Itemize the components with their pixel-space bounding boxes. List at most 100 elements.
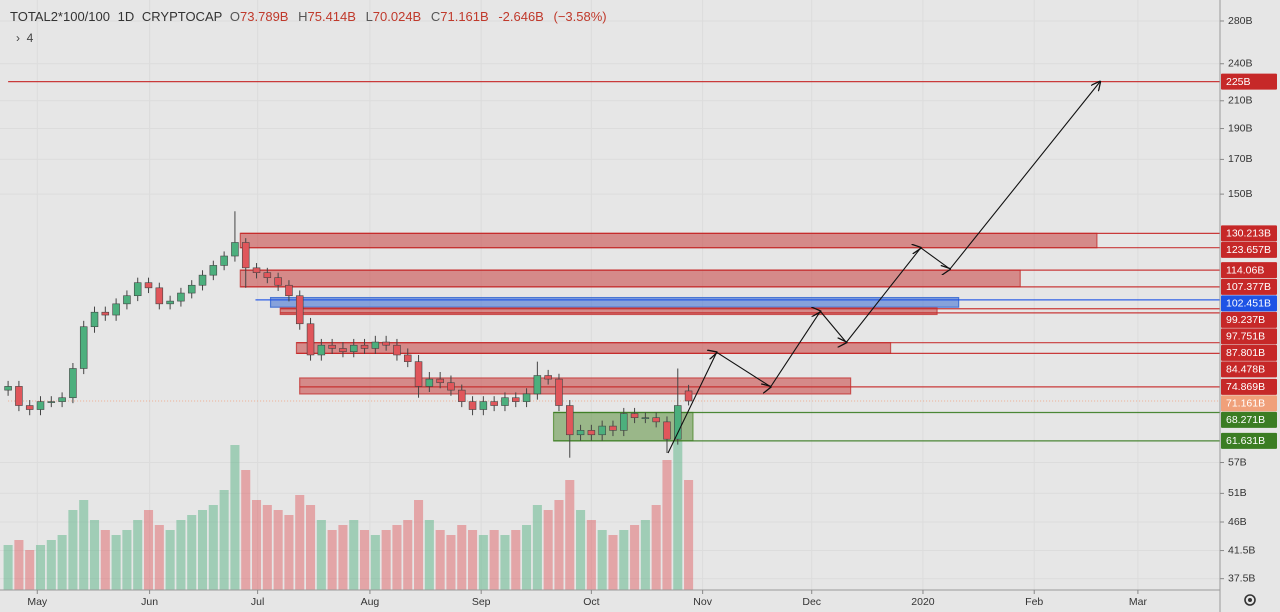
candle-body [501,397,509,406]
legend-header: TOTAL2*100/100 1D CRYPTOCAP O73.789B H75… [10,9,613,24]
volume-bar [532,505,542,590]
ohlc-value: 73.789B [240,9,289,24]
volume-bar [673,440,683,590]
volume-bar [197,510,208,590]
candle-body [512,397,520,402]
volume-bar [316,520,326,590]
volume-bar [143,510,154,590]
exchange: CRYPTOCAP [141,9,223,24]
candle-body [241,242,250,269]
volume-bar [392,525,402,590]
volume-bar [381,530,391,590]
candle-body [317,344,326,356]
gear[interactable] [1244,594,1256,606]
gear-center[interactable] [1248,598,1252,602]
volume-bar [208,505,218,590]
volume-bar [511,530,521,590]
volume-bar [597,530,607,590]
settings-icon[interactable] [1244,594,1256,606]
volume-bar [35,545,46,590]
volume-bar [338,525,348,590]
candle-body [393,344,401,356]
volume-bar [640,520,650,590]
level-label: 68.271B [1226,414,1265,426]
x-tick-label: May [27,596,48,608]
volume-bar [630,525,640,590]
volume-bar [100,530,110,590]
candle-body [339,348,347,352]
volume-bar [327,530,337,590]
volume-bar [111,535,121,590]
candle-body [112,303,120,316]
indicators-toggle[interactable]: › 4 [16,31,34,45]
volume-bar [554,500,564,590]
candle-body [15,386,23,406]
y-tick-label: 41.5B [1228,544,1255,556]
candle-body [587,430,596,436]
level-label-bg [1221,411,1277,428]
candle-body [101,311,110,316]
y-tick-label: 190B [1228,122,1253,134]
candle-body [620,413,628,431]
candle-body [25,405,34,410]
symbol: TOTAL2*100/100 [10,9,110,24]
volume-bar [435,530,445,590]
volume-bar [489,530,499,590]
volume-bar [662,460,672,590]
level-label-bg [1221,311,1277,328]
y-tick-label: 150B [1228,188,1253,200]
x-tick-label: Dec [802,596,821,608]
level-label: 123.657B [1226,244,1271,256]
volume-bar [500,535,510,590]
ohlc-key: H [298,9,308,24]
volume-bar [457,525,467,590]
level-label: 97.751B [1226,331,1265,343]
candle-body [263,272,272,278]
ohlc-value: 71.161B [440,9,489,24]
y-tick-label: 170B [1228,153,1253,165]
level-label-bg [1221,278,1277,295]
candle-body [468,401,477,410]
candle-body [382,341,390,346]
candle-body [598,425,606,436]
indicator-count[interactable]: 4 [26,31,34,45]
candle-body [166,300,174,305]
candle-body [479,401,488,410]
level-label: 99.237B [1226,314,1265,326]
y-tick-label: 37.5B [1228,572,1255,584]
volume-bar [14,540,24,590]
x-tick-label: Nov [693,596,712,608]
candle-body [609,425,617,431]
projection-path [667,82,1100,454]
level-label-bg [1221,328,1277,345]
candle-body [231,242,239,257]
volume-bar [619,530,629,590]
volume-bar [133,520,143,590]
volume-bar [154,525,164,590]
volume-bar [586,520,596,590]
volume-bar [89,520,100,590]
level-label: 74.869B [1226,381,1265,393]
volume-bar [25,550,35,590]
y-tick-label: 210B [1228,95,1253,107]
candle-body [371,341,380,349]
ohlc-key: L [365,9,373,24]
candle-body [641,417,650,419]
volume-bar [424,520,434,590]
candle-body [566,405,574,436]
ohlc-value: 75.414B [307,9,356,24]
volume-bar [262,505,272,590]
candle-body [522,393,531,402]
level-label: 84.478B [1226,364,1265,376]
candle-body [220,255,228,266]
candle-body [133,282,142,297]
volume-bar [251,500,262,590]
candle-body [209,265,218,276]
volume-bar [684,480,694,590]
volume-bar [187,515,197,590]
level-label-bg [1221,432,1277,449]
level-label: 130.213B [1226,228,1271,240]
zone [299,377,852,395]
candle-body [328,344,336,349]
